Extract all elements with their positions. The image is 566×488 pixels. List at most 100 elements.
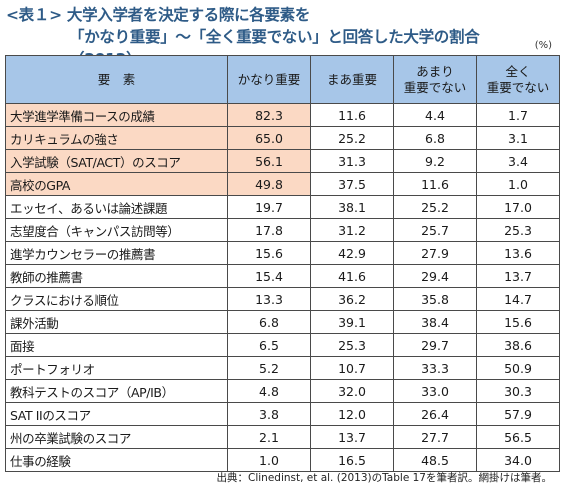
cell-value: 10.7 xyxy=(310,356,394,380)
cell-value: 13.3 xyxy=(227,287,311,311)
cell-value: 2.1 xyxy=(227,425,311,449)
cell-value: 1.0 xyxy=(476,172,560,196)
row-label: 教師の推薦書 xyxy=(5,264,228,288)
cell-value: 25.3 xyxy=(310,333,394,357)
cell-value: 49.8 xyxy=(227,172,311,196)
cell-value: 3.4 xyxy=(476,149,560,173)
cell-value: 57.9 xyxy=(476,402,560,426)
table-row: 進学カウンセラーの推薦書 15.6 42.9 27.9 13.6 xyxy=(5,241,560,265)
table-row: SAT IIのスコア 3.8 12.0 26.4 57.9 xyxy=(5,402,560,426)
row-label: ポートフォリオ xyxy=(5,356,228,380)
cell-value: 38.1 xyxy=(310,195,394,219)
cell-value: 3.1 xyxy=(476,126,560,150)
cell-value: 15.6 xyxy=(227,241,311,265)
cell-value: 38.4 xyxy=(393,310,477,334)
cell-value: 34.0 xyxy=(476,448,560,472)
row-label: 州の卒業試験のスコア xyxy=(5,425,228,449)
row-label: 志望度合（キャンパス訪問等） xyxy=(5,218,228,242)
cell-value: 13.7 xyxy=(476,264,560,288)
cell-value: 17.8 xyxy=(227,218,311,242)
cell-value: 12.0 xyxy=(310,402,394,426)
cell-value: 11.6 xyxy=(393,172,477,196)
row-label: クラスにおける順位 xyxy=(5,287,228,311)
table-row: カリキュラムの強さ 65.0 25.2 6.8 3.1 xyxy=(5,126,560,150)
cell-value: 14.7 xyxy=(476,287,560,311)
table-row: 教師の推薦書 15.4 41.6 29.4 13.7 xyxy=(5,264,560,288)
cell-value: 27.9 xyxy=(393,241,477,265)
cell-value: 4.4 xyxy=(393,103,477,127)
table-row: エッセイ、あるいは論述課題 19.7 38.1 25.2 17.0 xyxy=(5,195,560,219)
row-label: エッセイ、あるいは論述課題 xyxy=(5,195,228,219)
header-c4-line1: 全く xyxy=(505,63,531,79)
row-label: 面接 xyxy=(5,333,228,357)
table-row: 面接 6.5 25.3 29.7 38.6 xyxy=(5,333,560,357)
cell-value: 29.7 xyxy=(393,333,477,357)
cell-value: 35.8 xyxy=(393,287,477,311)
cell-value: 6.5 xyxy=(227,333,311,357)
row-label: 仕事の経験 xyxy=(5,448,228,472)
table-row: クラスにおける順位 13.3 36.2 35.8 14.7 xyxy=(5,287,560,311)
table-row: 教科テストのスコア（AP/IB） 4.8 32.0 33.0 30.3 xyxy=(5,379,560,403)
cell-value: 25.2 xyxy=(310,126,394,150)
header-not-important-at-all: 全く 重要でない xyxy=(476,55,560,104)
cell-value: 13.7 xyxy=(310,425,394,449)
cell-value: 50.9 xyxy=(476,356,560,380)
header-c4-line2: 重要でない xyxy=(486,79,550,95)
cell-value: 25.3 xyxy=(476,218,560,242)
table-row: 仕事の経験 1.0 16.5 48.5 34.0 xyxy=(5,448,560,472)
cell-value: 39.1 xyxy=(310,310,394,334)
cell-value: 25.2 xyxy=(393,195,477,219)
cell-value: 16.5 xyxy=(310,448,394,472)
cell-value: 27.7 xyxy=(393,425,477,449)
cell-value: 17.0 xyxy=(476,195,560,219)
cell-value: 19.7 xyxy=(227,195,311,219)
header-element: 要 素 xyxy=(5,55,228,104)
row-label: 高校のGPA xyxy=(5,172,228,196)
cell-value: 82.3 xyxy=(227,103,311,127)
cell-value: 56.1 xyxy=(227,149,311,173)
cell-value: 11.6 xyxy=(310,103,394,127)
cell-value: 13.6 xyxy=(476,241,560,265)
cell-value: 31.3 xyxy=(310,149,394,173)
cell-value: 41.6 xyxy=(310,264,394,288)
cell-value: 42.9 xyxy=(310,241,394,265)
title-line-1: <表１> 大学入学者を決定する際に各要素を xyxy=(6,6,311,24)
cell-value: 6.8 xyxy=(227,310,311,334)
table-row: ポートフォリオ 5.2 10.7 33.3 50.9 xyxy=(5,356,560,380)
row-label: 大学進学準備コースの成績 xyxy=(5,103,228,127)
row-label: 教科テストのスコア（AP/IB） xyxy=(5,379,228,403)
row-label: カリキュラムの強さ xyxy=(5,126,228,150)
row-label: SAT IIのスコア xyxy=(5,402,228,426)
row-label: 課外活動 xyxy=(5,310,228,334)
cell-value: 15.6 xyxy=(476,310,560,334)
cell-value: 65.0 xyxy=(227,126,311,150)
row-label: 進学カウンセラーの推薦書 xyxy=(5,241,228,265)
cell-value: 3.8 xyxy=(227,402,311,426)
table-row: 大学進学準備コースの成績 82.3 11.6 4.4 1.7 xyxy=(5,103,560,127)
table-row: 高校のGPA 49.8 37.5 11.6 1.0 xyxy=(5,172,560,196)
cell-value: 36.2 xyxy=(310,287,394,311)
row-label: 入学試験（SAT/ACT）のスコア xyxy=(5,149,228,173)
header-very-important: かなり重要 xyxy=(227,55,311,104)
data-table: 要 素 かなり重要 まあ重要 あまり 重要でない 全く 重要でない 大学進学準備… xyxy=(5,55,560,472)
cell-value: 26.4 xyxy=(393,402,477,426)
cell-value: 6.8 xyxy=(393,126,477,150)
source-note: 出典：Clinedinst, et al. (2013)のTable 17を筆者… xyxy=(216,472,553,484)
cell-value: 38.6 xyxy=(476,333,560,357)
cell-value: 30.3 xyxy=(476,379,560,403)
unit-label: (%) xyxy=(534,40,552,51)
header-c3-line2: 重要でない xyxy=(403,79,467,95)
table-row: 志望度合（キャンパス訪問等） 17.8 31.2 25.7 25.3 xyxy=(5,218,560,242)
header-not-very-important: あまり 重要でない xyxy=(393,55,477,104)
cell-value: 9.2 xyxy=(393,149,477,173)
cell-value: 1.0 xyxy=(227,448,311,472)
cell-value: 33.3 xyxy=(393,356,477,380)
cell-value: 29.4 xyxy=(393,264,477,288)
cell-value: 1.7 xyxy=(476,103,560,127)
cell-value: 5.2 xyxy=(227,356,311,380)
table-row: 入学試験（SAT/ACT）のスコア 56.1 31.3 9.2 3.4 xyxy=(5,149,560,173)
cell-value: 56.5 xyxy=(476,425,560,449)
cell-value: 33.0 xyxy=(393,379,477,403)
header-somewhat-important: まあ重要 xyxy=(310,55,394,104)
cell-value: 15.4 xyxy=(227,264,311,288)
